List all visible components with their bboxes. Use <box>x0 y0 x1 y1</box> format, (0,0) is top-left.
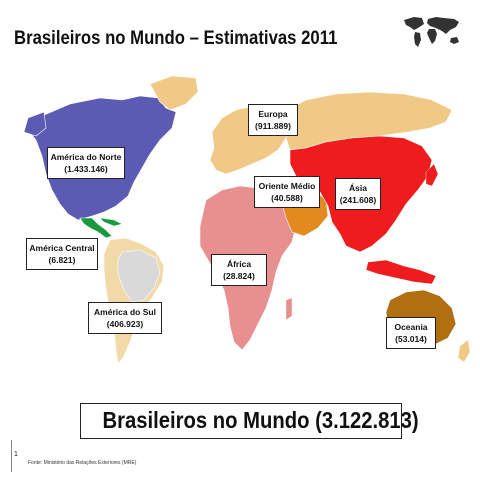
region-value: (28.824) <box>223 271 255 281</box>
region-value: (406.923) <box>106 319 144 329</box>
world-map-icon <box>404 17 459 47</box>
region-name: América do Sul <box>94 307 156 317</box>
region-name: Oceania <box>394 322 428 332</box>
region-name: América do Norte <box>50 152 122 162</box>
label-europa: Europa (911.889) <box>248 104 298 136</box>
southeast-asia-islands-region <box>365 259 437 285</box>
label-america-do-sul: América do Sul (406.923) <box>88 302 162 334</box>
region-name: Ásia <box>349 183 367 193</box>
region-value: (40.588) <box>271 193 303 203</box>
label-africa: África (28.824) <box>211 254 267 286</box>
region-name: Oriente Médio <box>258 181 316 191</box>
region-value: (1.433.146) <box>64 164 108 174</box>
total-text: Brasileiros no Mundo (3.122.813) <box>102 407 419 433</box>
new-zealand-region <box>457 339 471 363</box>
region-name: América Central <box>29 243 95 253</box>
greenland-region <box>149 75 199 111</box>
japan-region <box>425 163 439 187</box>
region-value: (53.014) <box>395 334 427 344</box>
caribbean-region <box>99 217 123 227</box>
label-asia: Ásia (241.608) <box>335 178 381 210</box>
alaska-region <box>23 111 47 137</box>
region-value: (911.889) <box>255 121 291 131</box>
region-value: (241.608) <box>339 195 377 205</box>
northern-asia-region <box>283 91 453 151</box>
page-title: Brasileiros no Mundo – Estimativas 2011 <box>14 28 338 49</box>
region-name: África <box>226 259 252 269</box>
brazil-region <box>117 249 161 303</box>
total-box: Brasileiros no Mundo (3.122.813) <box>80 403 419 439</box>
footer-divider <box>11 440 12 472</box>
page-number: 1 <box>14 451 18 458</box>
source-note: Fonte: Ministério das Relações Exteriore… <box>28 460 137 466</box>
central-america-region[interactable] <box>79 217 113 239</box>
region-value: (6.821) <box>48 255 76 265</box>
label-america-central: América Central (6.821) <box>26 238 98 270</box>
label-oriente-medio: Oriente Médio (40.588) <box>254 176 320 208</box>
label-america-do-norte: América do Norte (1.433.146) <box>47 147 125 179</box>
label-oceania: Oceania (53.014) <box>386 317 436 349</box>
region-name: Europa <box>258 109 288 119</box>
madagascar-region <box>285 297 293 321</box>
